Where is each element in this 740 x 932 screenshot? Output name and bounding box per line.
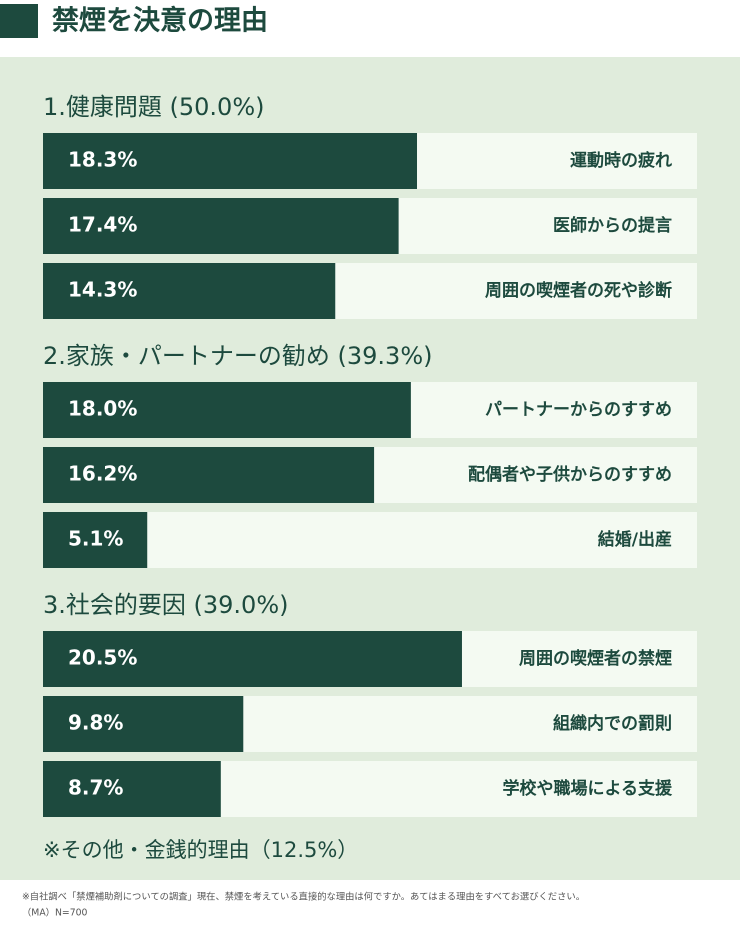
category-label: 学校や職場による支援 <box>503 778 673 799</box>
bar <box>43 382 411 438</box>
value-label: 14.3% <box>68 278 137 302</box>
category-label: 医師からの提言 <box>553 215 672 236</box>
value-label: 20.5% <box>68 646 137 670</box>
bar <box>43 512 148 568</box>
category-label: パートナーからのすすめ <box>485 400 672 420</box>
footnote: （MA）N=700 <box>22 908 88 919</box>
bar <box>43 761 221 817</box>
group-title: 1.健康問題 (50.0%) <box>43 93 265 121</box>
bar <box>43 198 399 254</box>
value-label: 17.4% <box>68 213 137 237</box>
value-label: 18.3% <box>68 148 137 172</box>
title-marker <box>0 4 38 38</box>
value-label: 5.1% <box>68 527 123 551</box>
chart-title: 禁煙を決意の理由 <box>52 5 268 37</box>
category-label: 周囲の喫煙者の死や診断 <box>485 280 672 301</box>
value-label: 9.8% <box>68 711 123 735</box>
category-label: 運動時の疲れ <box>570 150 672 171</box>
bar <box>43 263 336 319</box>
footnote: ※自社調べ「禁煙補助剤についての調査」現在、禁煙を考えている直接的な理由は何です… <box>22 891 585 903</box>
group-title: 3.社会的要因 (39.0%) <box>43 591 289 619</box>
category-label: 周囲の喫煙者の禁煙 <box>519 648 672 669</box>
bar-track <box>43 512 697 568</box>
bar <box>43 133 418 189</box>
note: ※その他・金銭的理由（12.5%） <box>43 838 358 862</box>
bar <box>43 447 375 503</box>
bar <box>43 696 244 752</box>
category-label: 結婚/出産 <box>598 529 672 550</box>
value-label: 18.0% <box>68 397 137 421</box>
category-label: 配偶者や子供からのすすめ <box>468 464 672 485</box>
value-label: 8.7% <box>68 776 123 800</box>
category-label: 組織内での罰則 <box>553 713 672 734</box>
bar <box>43 631 462 687</box>
group-title: 2.家族・パートナーの勧め (39.3%) <box>43 342 433 370</box>
value-label: 16.2% <box>68 462 137 486</box>
